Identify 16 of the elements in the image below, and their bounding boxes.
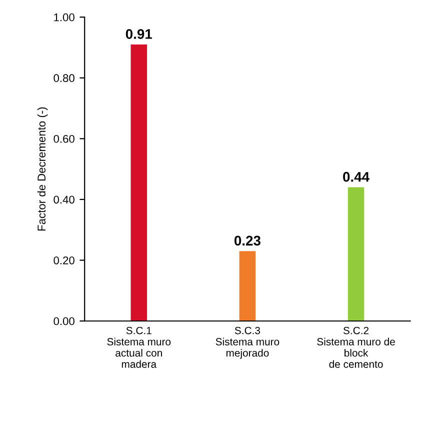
x-tick-label: S.C.3 Sistema muro mejorado: [216, 326, 280, 359]
y-tick-label: 1.00: [54, 13, 74, 22]
bar: [348, 187, 364, 321]
y-tick-label: 0.00: [54, 317, 74, 326]
x-tick-label: S.C.2 Sistema muro de block de cemento: [317, 326, 395, 368]
y-tick-label: 0.20: [54, 256, 74, 264]
y-tick-label: 0.40: [54, 196, 74, 204]
y-tick-label: 0.60: [54, 134, 74, 143]
data-label: 0.23: [234, 236, 260, 246]
y-tick-label: 0.80: [54, 74, 74, 82]
x-tick-label: S.C.1 Sistema muro actual con madera: [107, 326, 171, 368]
bar: [239, 251, 256, 321]
data-label: 0.91: [126, 29, 152, 39]
y-axis-title: Factor de Decremento (-): [37, 107, 48, 231]
data-label: 0.44: [343, 172, 370, 182]
bar: [130, 44, 148, 321]
